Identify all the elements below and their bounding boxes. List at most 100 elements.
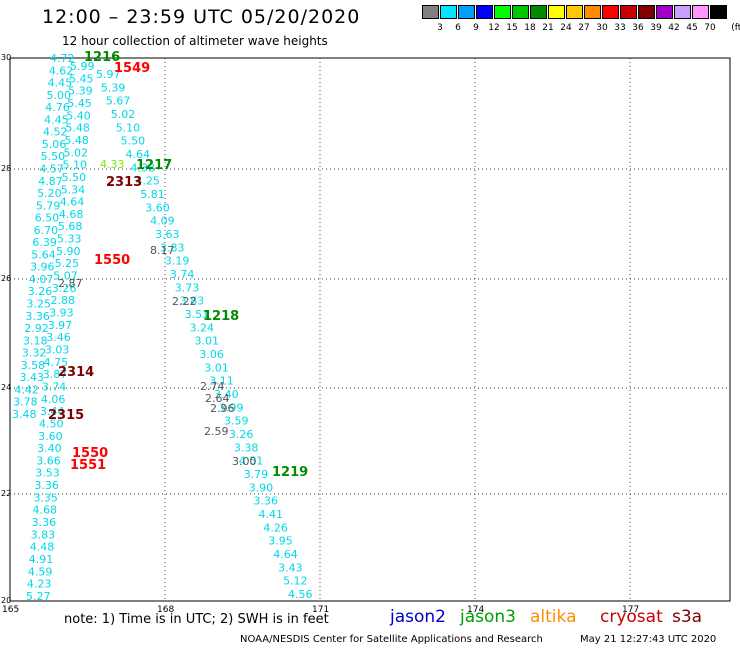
swh-value: 3.83 [160, 241, 185, 254]
swh-value: 3.51 [185, 308, 210, 321]
lat-tick-label: 30 [1, 53, 11, 62]
swh-value: 5.50 [62, 171, 87, 184]
swh-value: 5.39 [68, 85, 93, 98]
swh-value: 3.43 [278, 561, 303, 574]
swh-value: 3.43 [20, 371, 45, 384]
legend-swatch [602, 5, 619, 19]
swh-value: 5.20 [37, 187, 62, 200]
legend-swatch [476, 5, 493, 19]
legend-label: 15 [506, 23, 518, 33]
swh-value: 4.57 [39, 162, 64, 175]
legend-label: 3 [437, 23, 443, 33]
swh-value: 3.36 [25, 310, 50, 323]
swh-value: 3.03 [45, 343, 70, 356]
swh-value: 5.81 [140, 188, 165, 201]
swh-value: 3.36 [254, 495, 278, 508]
swh-value: 3.00 [232, 455, 257, 468]
legend-label: 30 [596, 23, 608, 33]
legend-label: 24 [560, 23, 572, 33]
legend-swatch [710, 5, 727, 19]
swh-value: 3.35 [33, 491, 58, 504]
swh-value: 4.45 [48, 77, 73, 90]
swh-value: 4.48 [30, 541, 55, 554]
swh-value: 3.25 [27, 298, 52, 311]
swh-value: 4.38 [130, 161, 155, 174]
swh-value: 4.75 [44, 356, 69, 369]
legend-swatch [584, 5, 601, 19]
swh-value: 6.39 [32, 236, 57, 249]
map-tick-labels: 165 168 171 174 177 30 28 26 24 22 20 [1, 53, 639, 615]
swh-value: 4.41 [258, 508, 283, 521]
swh-value: 2.59 [204, 425, 229, 438]
legend-swatch [638, 5, 655, 19]
map-subtitle: 12 hour collection of altimeter wave hei… [62, 34, 328, 48]
swh-value: 4.06 [41, 393, 66, 406]
swh-value: 2.87 [58, 277, 83, 290]
swh-value: 3.90 [249, 481, 274, 494]
satellite-label-cryosat: cryosat [600, 607, 663, 627]
lat-tick-label: 22 [1, 489, 11, 498]
swh-value: 5.50 [41, 150, 66, 163]
swh-value: 4.91 [29, 553, 53, 566]
pass-time-label: 2315 [48, 408, 84, 423]
swh-value: 3.18 [23, 334, 48, 347]
swh-value: 4.09 [150, 215, 175, 228]
swh-value: 5.68 [58, 220, 83, 233]
legend-label: 27 [578, 23, 590, 33]
swh-value: 5.48 [64, 134, 89, 147]
swh-value: 5.02 [63, 146, 88, 159]
swh-value: 4.72 [50, 52, 75, 65]
swh-value: 4.26 [263, 521, 288, 534]
swh-value: 5.02 [111, 108, 135, 121]
swh-value: 4.68 [59, 208, 83, 221]
lon-tick-label: 177 [622, 605, 639, 615]
swh-value: 3.46 [46, 331, 70, 344]
swh-value: 5.99 [70, 60, 95, 73]
legend-swatch [656, 5, 673, 19]
legend-label: 45 [686, 23, 698, 33]
lon-tick-label: 165 [2, 605, 19, 615]
pass-time-label: 1550 [72, 446, 108, 461]
swh-value: 5.06 [42, 138, 67, 151]
legend-swatch [530, 5, 547, 19]
satellite-label-s3a: s3a [672, 607, 703, 627]
map-frame [9, 57, 731, 602]
swh-value: 5.10 [63, 159, 87, 172]
legend-swatch [548, 5, 565, 19]
swh-value: 5.07 [53, 270, 78, 283]
swh-value: 4.87 [38, 175, 63, 188]
swh-value: 4.76 [45, 101, 70, 114]
swh-value: 3.40 [214, 388, 239, 401]
swh-value: 3.36 [34, 479, 59, 492]
legend-swatch [620, 5, 637, 19]
swh-value: 2.22 [172, 295, 197, 308]
pass-time-label: 1216 [84, 50, 120, 65]
pass-time-label: 2314 [58, 365, 94, 380]
legend-label: 18 [524, 23, 536, 33]
swh-value: 3.06 [199, 348, 224, 361]
swh-value: 3.78 [13, 396, 38, 409]
swh-value: 3.26 [52, 282, 77, 295]
swh-value: 3.01 [194, 335, 219, 348]
swh-value: 3.96 [30, 261, 55, 274]
swh-value: 6.50 [35, 212, 60, 225]
legend-label: 70 [704, 23, 716, 33]
legend-label: 33 [614, 23, 626, 33]
pass-time-label: 1549 [114, 61, 150, 76]
swh-value: 8.17 [150, 244, 175, 257]
swh-value: 3.01 [204, 361, 229, 374]
legend-label: 6 [455, 23, 461, 33]
swh-value: 3.66 [36, 454, 61, 467]
swh-value: 3.97 [48, 319, 73, 332]
legend-swatch [458, 5, 475, 19]
lon-tick-label: 174 [467, 605, 484, 615]
pass-time-label: 1219 [272, 465, 308, 480]
swh-value: 3.44 [40, 405, 65, 418]
pass-time-label: 1551 [70, 458, 106, 473]
swh-value: 5.79 [36, 199, 61, 212]
swh-value: 5.33 [57, 233, 82, 246]
swh-value: 3.95 [268, 535, 293, 548]
swh-value: 3.60 [145, 201, 170, 214]
pass-time-label: 1217 [136, 158, 172, 173]
